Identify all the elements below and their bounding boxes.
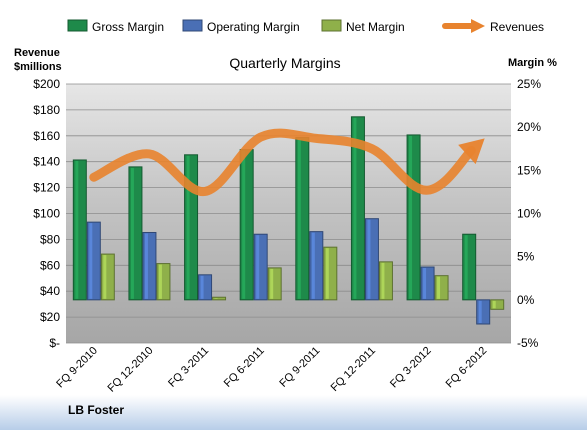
right-tick-label: 25% <box>517 77 541 91</box>
right-tick-label: -5% <box>517 336 539 350</box>
bar-gross-margin <box>462 233 477 301</box>
bar-highlight-operating-margin <box>256 235 260 299</box>
bar-highlight-gross-margin <box>353 117 357 299</box>
bar-highlight-operating-margin <box>89 223 93 299</box>
left-tick-label: $80 <box>40 232 60 246</box>
left-tick-label: $160 <box>33 129 60 143</box>
bar-highlight-gross-margin <box>409 135 413 299</box>
bar-gross-margin <box>184 154 199 301</box>
bar-highlight-net-margin <box>381 262 385 299</box>
bar-net-margin <box>378 261 393 301</box>
left-tick-label: $40 <box>40 284 60 298</box>
right-tick-label: 10% <box>517 207 541 221</box>
bar-highlight-operating-margin <box>423 268 427 299</box>
bar-net-margin <box>267 267 282 301</box>
bar-gross-margin <box>72 159 87 301</box>
footer-band <box>0 395 587 430</box>
bar-highlight-net-margin <box>158 264 162 299</box>
bar-operating-margin <box>476 299 491 325</box>
revenue-line <box>89 128 485 196</box>
legend-label-revenues: Revenues <box>490 20 544 34</box>
bar-highlight-gross-margin <box>75 160 79 299</box>
left-tick-label: $140 <box>33 155 60 169</box>
left-tick-label: $120 <box>33 181 60 195</box>
left-tick-label: $60 <box>40 258 60 272</box>
revenue-arrowhead <box>458 138 485 165</box>
bar-net-margin <box>212 296 227 301</box>
bar-operating-margin <box>198 274 213 301</box>
bar-highlight-operating-margin <box>144 233 148 299</box>
left-tick-label: $180 <box>33 103 60 117</box>
chart-title: Quarterly Margins <box>229 55 340 71</box>
bar-highlight-gross-margin <box>297 138 301 299</box>
bar-highlight-net-margin <box>270 268 274 299</box>
bar-net-margin <box>323 246 338 301</box>
bar-gross-margin <box>128 166 143 301</box>
left-axis-label-line1: Revenue <box>14 47 60 59</box>
legend-swatch-operating-margin <box>182 19 203 32</box>
bar-highlight-operating-margin <box>367 219 371 299</box>
left-tick-label: $100 <box>33 207 60 221</box>
legend-swatch-gross-margin <box>67 19 88 32</box>
left-tick-label: $200 <box>33 77 60 91</box>
bar-highlight-operating-margin <box>478 300 482 324</box>
bar-operating-margin <box>364 218 379 301</box>
bar-net-margin <box>490 299 505 310</box>
bar-highlight-gross-margin <box>186 155 190 299</box>
legend: Gross Margin Operating Margin Net Margin Re… <box>67 19 544 34</box>
legend-label-net-margin: Net Margin <box>346 20 405 34</box>
legend-label-gross-margin: Gross Margin <box>92 20 164 34</box>
legend-arrow-revenues <box>471 19 485 33</box>
right-tick-label: 0% <box>517 293 535 307</box>
right-tick-label: 15% <box>517 163 541 177</box>
right-axis-label: Margin % <box>508 57 557 69</box>
right-tick-label: 20% <box>517 120 541 134</box>
bar-highlight-net-margin <box>325 248 329 299</box>
bar-gross-margin <box>239 149 254 301</box>
left-tick-label: $- <box>49 336 60 350</box>
bar-highlight-gross-margin <box>464 235 468 299</box>
bar-operating-margin <box>420 266 435 301</box>
bar-highlight-gross-margin <box>242 150 246 299</box>
bar-net-margin <box>156 263 171 301</box>
left-tick-label: $20 <box>40 310 60 324</box>
bar-operating-margin <box>309 231 324 301</box>
company-label: LB Foster <box>68 403 124 417</box>
bar-highlight-gross-margin <box>130 167 134 299</box>
bar-net-margin <box>434 275 449 301</box>
bar-net-margin <box>100 253 115 301</box>
bar-highlight-net-margin <box>103 255 107 299</box>
left-axis-label-line2: $millions <box>14 61 62 73</box>
bar-operating-margin <box>86 221 101 301</box>
bar-highlight-net-margin <box>214 298 218 299</box>
bar-gross-margin <box>406 134 421 301</box>
bar-highlight-net-margin <box>492 300 496 309</box>
bar-operating-margin <box>253 233 268 301</box>
bar-highlight-operating-margin <box>200 275 204 299</box>
bar-operating-margin <box>142 231 157 301</box>
bar-highlight-operating-margin <box>311 232 315 299</box>
right-tick-label: 5% <box>517 250 535 264</box>
revenue-line-path <box>89 128 476 196</box>
bar-highlight-net-margin <box>437 276 441 299</box>
bar-gross-margin <box>295 137 310 301</box>
legend-swatch-net-margin <box>321 19 342 32</box>
legend-label-operating-margin: Operating Margin <box>207 20 300 34</box>
